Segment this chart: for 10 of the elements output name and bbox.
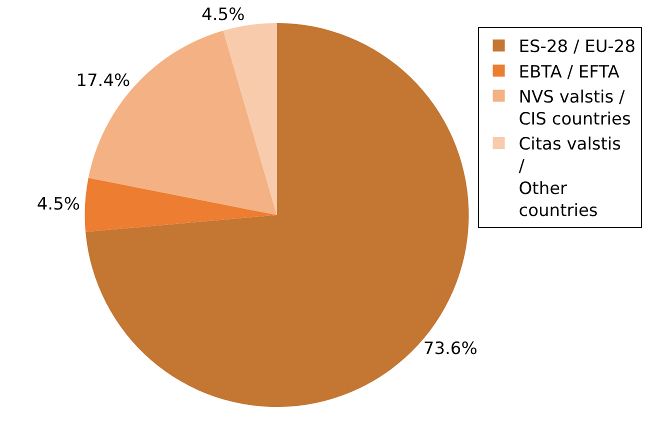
legend-label: ES-28 / EU-28 — [518, 37, 636, 58]
data-label: 4.5% — [36, 194, 80, 215]
pie-slice — [84, 178, 277, 232]
legend-label: NVS valstis / CIS countries — [518, 87, 631, 130]
legend-label: EBTA / EFTA — [518, 62, 620, 82]
legend-label: Citas valstis / Other countries — [518, 134, 622, 221]
data-label: 73.6% — [423, 339, 478, 360]
data-label: 17.4% — [76, 70, 130, 91]
data-label: 4.5% — [202, 5, 245, 26]
pie-slice — [223, 23, 277, 215]
